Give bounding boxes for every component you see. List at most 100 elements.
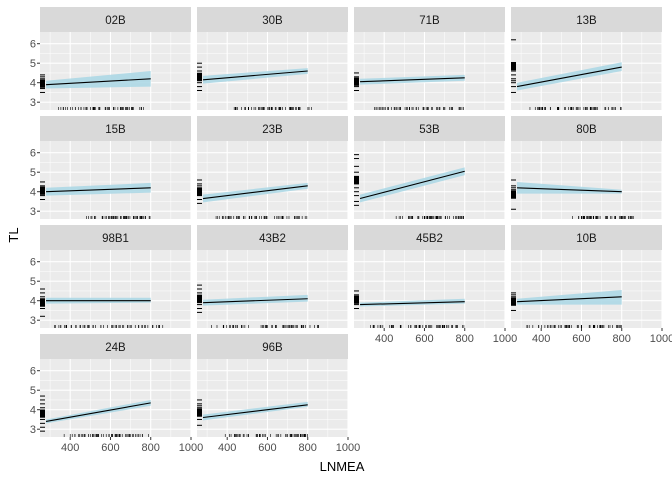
facet-strip xyxy=(40,334,191,359)
facet-strip xyxy=(40,7,191,32)
y-tick-label: 3 xyxy=(30,424,36,436)
x-tick-label: 600 xyxy=(415,333,433,345)
x-tick-label: 800 xyxy=(299,442,317,454)
panel-background xyxy=(197,141,348,219)
facet-panel: 71B xyxy=(354,7,506,110)
facet-panel: 02B 3 4 5 6 xyxy=(30,7,192,110)
facet-panel: 24B 3 4 5 6 400 600 800 1000 xyxy=(30,334,203,454)
facet-strip-label: 80B xyxy=(576,124,597,136)
facet-strip-label: 96B xyxy=(262,342,283,354)
y-tick-label: 4 xyxy=(30,187,36,199)
fitted-line xyxy=(517,296,622,303)
fitted-line xyxy=(202,185,308,200)
x-tick-label: 800 xyxy=(142,442,160,454)
y-tick-label: 4 xyxy=(30,405,36,417)
facet-strip-label: 30B xyxy=(262,15,283,27)
facet-strip xyxy=(511,7,662,32)
x-tick-label: 400 xyxy=(375,333,393,345)
facet-strip-label: 02B xyxy=(105,15,126,27)
panel-background xyxy=(354,32,505,110)
facet-strip-label: 98B1 xyxy=(102,233,129,245)
x-tick-label: 800 xyxy=(613,333,631,345)
y-axis-title: TL xyxy=(6,227,21,242)
panel-background xyxy=(354,250,505,328)
y-tick-label: 6 xyxy=(30,366,36,378)
facet-strip-label: 24B xyxy=(105,342,126,354)
x-tick-label: 400 xyxy=(218,442,236,454)
fitted-line xyxy=(516,66,622,88)
facet-strip xyxy=(197,116,348,141)
x-tick-label: 800 xyxy=(456,333,474,345)
facet-strip-label: 71B xyxy=(419,15,440,27)
y-tick-label: 3 xyxy=(30,206,36,218)
y-tick-label: 4 xyxy=(30,296,36,308)
fitted-line xyxy=(46,187,151,193)
facet-strip xyxy=(40,225,191,250)
y-tick-label: 5 xyxy=(30,276,36,288)
panel-background xyxy=(40,250,191,328)
x-tick-label: 600 xyxy=(572,333,590,345)
facet-panel: 23B xyxy=(197,116,349,219)
facet-strip xyxy=(354,116,505,141)
x-tick-label: 1000 xyxy=(493,333,517,345)
panel-background xyxy=(197,250,348,328)
x-tick-label: 400 xyxy=(61,442,79,454)
facet-panel: 53B xyxy=(354,116,506,219)
facet-strip-label: 53B xyxy=(419,124,440,136)
facet-panel: 15B 3 4 5 6 xyxy=(30,116,192,219)
facet-strip xyxy=(511,225,662,250)
y-tick-label: 6 xyxy=(30,39,36,51)
panel-background xyxy=(197,359,348,437)
facet-strip xyxy=(197,7,348,32)
panel-background xyxy=(40,32,191,110)
panel-background xyxy=(511,250,662,328)
facet-strip-label: 43B2 xyxy=(259,233,286,245)
x-tick-label: 600 xyxy=(101,442,119,454)
facet-strip xyxy=(511,116,662,141)
y-tick-label: 5 xyxy=(30,167,36,179)
panel-background xyxy=(511,141,662,219)
y-tick-label: 6 xyxy=(30,257,36,269)
facet-strip-label: 15B xyxy=(105,124,126,136)
facet-strip-label: 13B xyxy=(576,15,597,27)
facet-strip-label: 10B xyxy=(576,233,597,245)
x-tick-label: 400 xyxy=(532,333,550,345)
y-tick-label: 3 xyxy=(30,97,36,109)
x-tick-label: 1000 xyxy=(650,333,672,345)
panel-background xyxy=(40,359,191,437)
facet-strip xyxy=(197,225,348,250)
fitted-line xyxy=(359,170,465,200)
x-tick-label: 1000 xyxy=(179,442,203,454)
facet-panel: 13B xyxy=(511,7,663,110)
y-tick-label: 4 xyxy=(30,78,36,90)
facet-panel: 45B2 400 600 800 1000 xyxy=(354,225,517,345)
fitted-line xyxy=(203,298,308,304)
facet-strip-label: 23B xyxy=(262,124,283,136)
fitted-line xyxy=(360,77,465,83)
y-tick-label: 3 xyxy=(30,315,36,327)
fitted-line xyxy=(45,402,151,422)
x-axis-title: LNMEA xyxy=(320,459,365,474)
x-tick-label: 600 xyxy=(258,442,276,454)
facet-panel: 43B2 xyxy=(197,225,349,328)
facet-panel: 30B xyxy=(197,7,349,110)
x-tick-label: 1000 xyxy=(336,442,360,454)
facet-panel: 98B1 3 4 5 6 xyxy=(30,225,192,328)
facet-panel: 80B xyxy=(511,116,663,219)
facet-panel: 96B 400 600 800 1000 xyxy=(197,334,360,454)
y-tick-label: 5 xyxy=(30,58,36,70)
facet-panels: 02B 3 4 5 6 30B 71B 13B 15B 3 4 5 6 23B 53B 80B 98B1 3 4 5 6… xyxy=(30,7,672,454)
y-tick-label: 5 xyxy=(30,385,36,397)
fitted-line xyxy=(517,187,622,193)
facet-strip xyxy=(197,334,348,359)
fitted-line xyxy=(360,301,465,306)
facet-strip xyxy=(354,225,505,250)
fitted-line xyxy=(46,78,151,86)
fitted-line xyxy=(202,404,308,419)
fitted-line xyxy=(202,70,308,81)
facet-strip xyxy=(40,116,191,141)
facet-strip-label: 45B2 xyxy=(416,233,443,245)
panel-background xyxy=(40,141,191,219)
confidence-ribbon xyxy=(46,71,151,89)
